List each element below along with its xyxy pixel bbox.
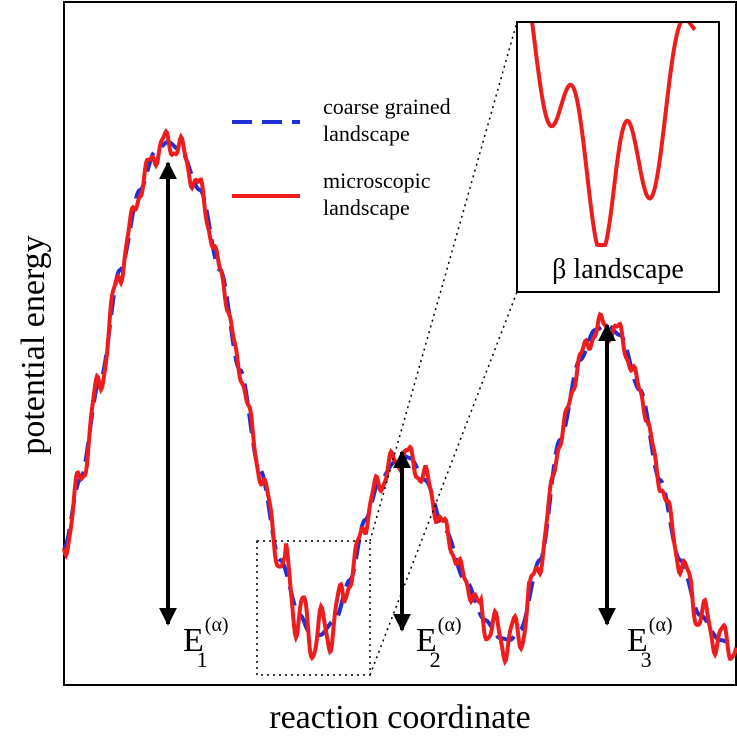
x-axis-label: reaction coordinate [269, 699, 530, 736]
barrier-label-3-base: E [627, 622, 648, 659]
barrier-label-2-sub: 2 [430, 647, 441, 672]
beta-inset: β landscape [516, 21, 720, 293]
zoom-box [256, 540, 371, 676]
barrier-label-2: E(α) 2 [416, 614, 462, 672]
barrier-label-1-base: E [183, 622, 204, 659]
legend-label-micro-line1: microscopic [323, 168, 431, 193]
barrier-label-1-sub: 1 [197, 647, 208, 672]
barrier-label-1: E(α) 1 [183, 614, 229, 672]
barrier-label-3-sup: (α) [649, 614, 673, 636]
barrier-labels: E(α) 1 E(α) 2 E(α) 3 [183, 614, 673, 672]
barrier-arrows [159, 161, 616, 632]
barrier-label-3-sub: 3 [641, 647, 652, 672]
inset-label: β landscape [552, 254, 684, 285]
y-axis-label: potential energy [15, 235, 52, 454]
barrier-label-2-sup: (α) [438, 614, 462, 636]
zoom-connector-lower [369, 291, 518, 676]
plot-frame [63, 1, 737, 686]
barrier-label-2-base: E [416, 622, 437, 659]
barrier-label-1-sup: (α) [205, 614, 229, 636]
legend: coarse grained landscape microscopic lan… [232, 94, 451, 220]
zoom-indicator [256, 21, 518, 676]
legend-label-coarse-line1: coarse grained [323, 94, 451, 119]
legend-label-coarse-line2: landscape [323, 121, 410, 146]
beta-landscape-curve [530, 23, 697, 247]
coarse-grained-curve [62, 139, 737, 647]
barrier-label-3: E(α) 3 [627, 614, 673, 672]
legend-label-micro-line2: landscape [323, 195, 410, 220]
